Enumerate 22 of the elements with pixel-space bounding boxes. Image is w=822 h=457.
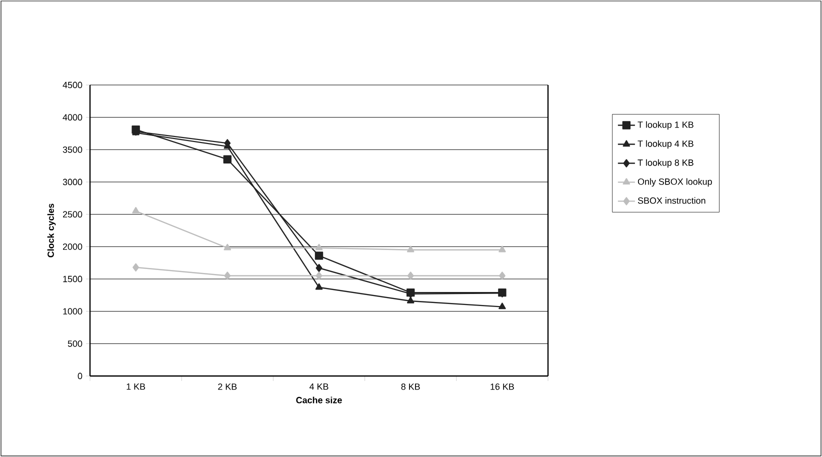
legend-label: Only SBOX lookup — [638, 178, 712, 187]
legend-label: SBOX instruction — [638, 197, 706, 204]
x-tick-label: 2 KB — [218, 384, 237, 390]
legend-label: T lookup 8 KB — [638, 159, 694, 168]
y-tick-label: 4500 — [62, 82, 82, 88]
x-tick-label: 1 KB — [126, 384, 146, 390]
y-tick-label: 0 — [78, 372, 82, 380]
y-tick-label: 2000 — [62, 243, 82, 250]
y-tick-label: 3000 — [62, 178, 82, 186]
x-axis-title: Cache size — [296, 396, 342, 404]
x-tick-label: 8 KB — [401, 384, 420, 390]
y-tick-label: 3500 — [62, 146, 82, 153]
y-tick-label: 4000 — [62, 114, 82, 121]
legend-label: T lookup 4 KB — [638, 140, 694, 149]
y-axis-title: Clock cycles — [47, 204, 56, 258]
legend-label: T lookup 1 KB — [638, 121, 694, 130]
y-tick-label: 500 — [68, 340, 82, 347]
y-tick-label: 1000 — [63, 308, 82, 314]
x-tick-label: 16 KB — [490, 384, 514, 390]
y-tick-label: 2500 — [62, 211, 82, 218]
x-tick-label: 4 KB — [309, 384, 328, 390]
y-tick-label: 1500 — [63, 276, 82, 282]
